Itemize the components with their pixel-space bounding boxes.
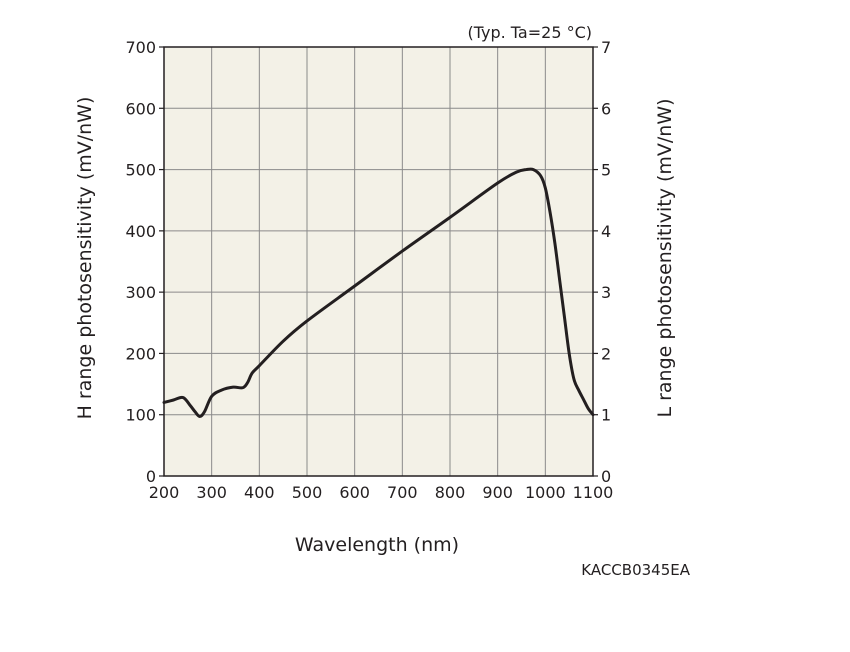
y-tick-label-500: 500 [125,161,156,180]
x-tick-label-600: 600 [339,483,370,502]
x-tick-label-300: 300 [196,483,227,502]
y-tick-label-100: 100 [125,406,156,425]
x-tick-label-800: 800 [435,483,466,502]
y-tick-label-200: 200 [125,344,156,363]
plot-frame [163,46,594,477]
y2-tick-label-4: 4 [601,222,611,241]
x-tick-labels: 200 300 400 500 600 700 800 900 1000 1100 [149,483,614,502]
conditions-note: (Typ. Ta=25 °C) [467,23,592,42]
x-tick-label-900: 900 [482,483,513,502]
x-axis-title: Wavelength (nm) [295,534,459,556]
y-tick-label-400: 400 [125,222,156,241]
y2-tick-label-2: 2 [601,344,611,363]
y2-tick-label-7: 7 [601,38,611,57]
left-y-axis-title: H range photosensitivity (mV/nW) [74,97,96,420]
left-y-tick-labels: 0 100 200 300 400 500 600 700 [125,38,164,486]
x-tick-label-200: 200 [149,483,180,502]
document-code: KACCB0345EA [581,561,690,579]
y2-tick-label-0: 0 [601,467,611,486]
y-tick-label-0: 0 [146,467,156,486]
y2-tick-label-6: 6 [601,99,611,118]
right-y-tick-labels: 0 1 2 3 4 5 6 7 [593,38,611,486]
y-tick-label-600: 600 [125,99,156,118]
right-y-axis-title: L range photosensitivity (mV/nW) [654,98,676,417]
y2-tick-label-5: 5 [601,161,611,180]
y2-tick-label-3: 3 [601,283,611,302]
photosensitivity-curve [162,167,595,419]
x-tick-label-400: 400 [244,483,275,502]
y-tick-label-700: 700 [125,38,156,57]
x-tick-label-1100: 1100 [573,483,614,502]
x-tick-label-700: 700 [387,483,418,502]
x-tick-label-500: 500 [292,483,323,502]
vertical-gridlines [211,47,546,476]
x-tick-label-1000: 1000 [525,483,566,502]
y-tick-label-300: 300 [125,283,156,302]
y2-tick-label-1: 1 [601,406,611,425]
plot-area [164,47,593,476]
